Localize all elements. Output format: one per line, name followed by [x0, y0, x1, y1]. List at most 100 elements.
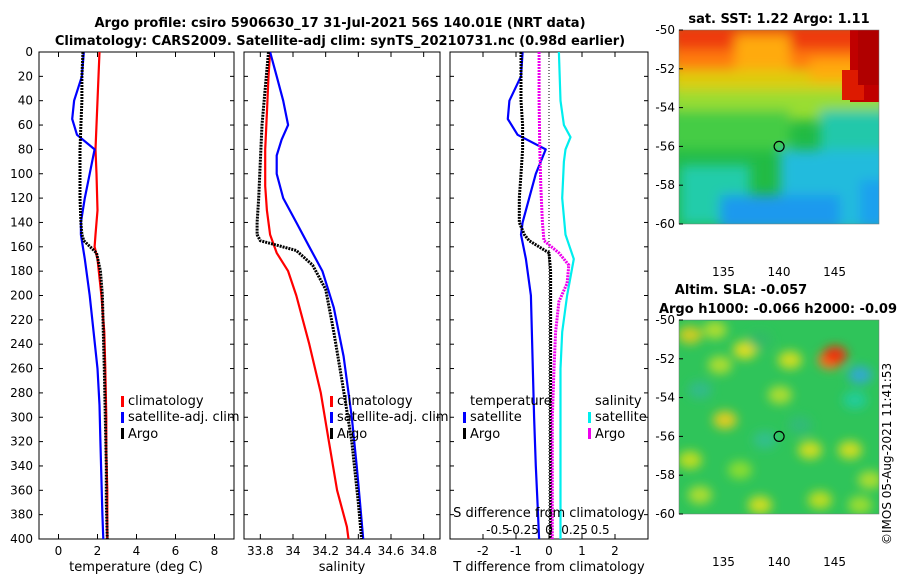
series-line-satellite-adj-clim — [269, 51, 365, 540]
map-y-tick-label: -52 — [655, 62, 675, 76]
secondary-x-tick-label: -0.25 — [508, 523, 539, 537]
temperature-x-label: temperature (deg C) — [69, 560, 203, 575]
x-tick-label: 34 — [285, 544, 300, 558]
map-y-tick-label: -50 — [655, 313, 675, 327]
difference-legend-temperature: temperature satellite Argo — [463, 394, 552, 442]
secondary-x-tick-label: 0.5 — [591, 523, 610, 537]
figure-title-line1: Argo profile: csiro 5906630_17 31-Jul-20… — [94, 16, 585, 31]
map-x-tick-label: 145 — [823, 555, 846, 569]
legend-swatch-argo — [121, 428, 124, 439]
x-tick-label: -2 — [477, 544, 489, 558]
y-tick-label: 120 — [10, 191, 33, 205]
copyright-text: ©IMOS 05-Aug-2021 11:41:53 — [880, 363, 894, 545]
series-line-climatology — [264, 51, 350, 540]
series-line-climatology — [93, 51, 109, 539]
legend-label-temp-argo: Argo — [470, 427, 500, 442]
sla-map-frame — [678, 319, 880, 515]
y-tick-label: 220 — [10, 313, 33, 327]
sst-map-title: sat. SST: 1.22 Argo: 1.11 — [688, 12, 869, 27]
secondary-x-tick-label: -0.5 — [486, 523, 509, 537]
x-tick-label: 4 — [133, 544, 141, 558]
figure-title-line2: Climatology: CARS2009. Satellite-adj cli… — [55, 34, 625, 49]
y-tick-label: 180 — [10, 264, 33, 278]
temperature-legend: climatology satellite-adj. clim Argo — [121, 394, 240, 442]
y-tick-label: 360 — [10, 483, 33, 497]
sst-argo-location-marker — [773, 140, 785, 152]
map-y-tick-label: -58 — [655, 468, 675, 482]
sla-field — [679, 320, 879, 514]
legend-label-argo: Argo — [337, 427, 367, 442]
series-line-satellite-adj-clim — [71, 51, 105, 540]
x-tick-label: 34.8 — [410, 544, 437, 558]
legend-swatch-temp-argo — [463, 428, 466, 439]
y-tick-label: 80 — [18, 142, 33, 156]
secondary-x-tick-label: 0.25 — [561, 523, 588, 537]
legend-label-temp-satellite: satellite — [470, 410, 522, 425]
y-tick-label: 240 — [10, 337, 33, 351]
legend-title-salinity: salinity — [595, 394, 642, 409]
sla-map-title-line1: Altim. SLA: -0.057 — [675, 283, 807, 298]
legend-swatch-sal-satellite — [588, 412, 591, 423]
legend-label-climatology: climatology — [337, 394, 413, 409]
map-x-tick-label: 145 — [823, 265, 846, 279]
y-tick-label: 200 — [10, 289, 33, 303]
y-tick-label: 280 — [10, 386, 33, 400]
series-line-argo — [78, 51, 109, 540]
map-y-tick-label: -54 — [655, 101, 675, 115]
legend-title-temperature: temperature — [470, 394, 552, 409]
map-y-tick-label: -52 — [655, 352, 675, 366]
sst-field — [679, 30, 879, 224]
series-line-salinity-argo — [537, 52, 571, 539]
y-tick-label: 20 — [18, 69, 33, 83]
difference-x-label: T difference from climatology — [452, 560, 645, 575]
series-line-salinity-satellite — [557, 51, 575, 539]
y-tick-label: 380 — [10, 508, 33, 522]
difference-legend-salinity: salinity satellite Argo — [588, 394, 647, 442]
secondary-x-tick-label: 0 — [545, 523, 553, 537]
legend-label-satellite: satellite-adj. clim — [128, 410, 240, 425]
sst-map-frame — [678, 29, 880, 225]
x-tick-label: 2 — [611, 544, 619, 558]
legend-swatch-climatology — [121, 396, 124, 407]
temperature-axes-box — [38, 51, 235, 540]
legend-label-climatology: climatology — [128, 394, 204, 409]
legend-swatch-climatology — [330, 396, 333, 407]
series-line-temperature-argo — [517, 52, 553, 539]
salinity-legend: climatology satellite-adj. clim Argo — [330, 394, 449, 442]
y-tick-label: 320 — [10, 435, 33, 449]
legend-swatch-argo — [330, 428, 333, 439]
map-y-tick-label: -54 — [655, 391, 675, 405]
y-tick-label: 260 — [10, 362, 33, 376]
legend-label-sal-argo: Argo — [595, 427, 625, 442]
legend-label-satellite: satellite-adj. clim — [337, 410, 449, 425]
x-tick-label: 2 — [94, 544, 102, 558]
map-x-tick-label: 135 — [712, 555, 735, 569]
x-tick-label: 1 — [578, 544, 586, 558]
difference-panel: -2 -1 0 1 2 T difference from climatology S … — [449, 51, 649, 575]
series-line-argo — [255, 51, 364, 540]
y-tick-label: 160 — [10, 240, 33, 254]
y-tick-label: 0 — [25, 45, 33, 59]
y-tick-label: 100 — [10, 167, 33, 181]
y-tick-label: 40 — [18, 94, 33, 108]
salinity-x-label: salinity — [319, 560, 366, 575]
legend-swatch-satellite — [330, 412, 333, 423]
sla-argo-location-marker — [773, 430, 785, 442]
map-y-tick-label: -58 — [655, 178, 675, 192]
legend-swatch-temp-satellite — [463, 412, 466, 423]
x-tick-label: 33.8 — [247, 544, 274, 558]
y-tick-label: 400 — [10, 532, 33, 546]
x-tick-label: 34.6 — [378, 544, 405, 558]
legend-swatch-sal-argo — [588, 428, 591, 439]
legend-label-argo: Argo — [128, 427, 158, 442]
temperature-panel: 0204060801001201401601802002202402602803… — [10, 45, 240, 575]
sla-map: Altim. SLA: -0.057 Argo h1000: -0.066 h2… — [655, 283, 897, 569]
legend-swatch-satellite — [121, 412, 124, 423]
y-tick-label: 340 — [10, 459, 33, 473]
map-y-tick-label: -60 — [655, 217, 675, 231]
x-tick-label: 0 — [55, 544, 63, 558]
salinity-difference-label: S difference from climatology — [453, 506, 645, 521]
salinity-panel: 33.8 34 34.2 34.4 34.6 34.8 salinity climatol… — [243, 51, 449, 575]
salinity-axes-box — [243, 51, 441, 540]
